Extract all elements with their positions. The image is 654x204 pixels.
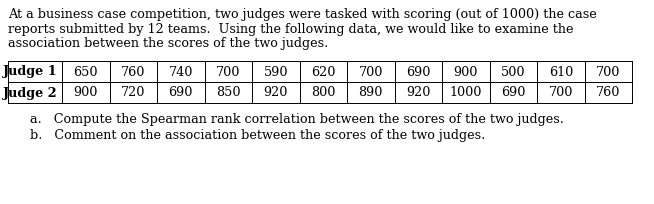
Text: Judge 2: Judge 2: [3, 86, 58, 99]
Text: reports submitted by 12 teams.  Using the following data, we would like to exami: reports submitted by 12 teams. Using the…: [8, 22, 574, 35]
Text: 590: 590: [264, 65, 288, 78]
Text: 850: 850: [216, 86, 241, 99]
Text: 900: 900: [454, 65, 478, 78]
Text: 920: 920: [264, 86, 288, 99]
Text: 500: 500: [501, 65, 526, 78]
Text: 700: 700: [216, 65, 241, 78]
Text: 700: 700: [358, 65, 383, 78]
Text: 760: 760: [596, 86, 621, 99]
Text: association between the scores of the two judges.: association between the scores of the tw…: [8, 37, 328, 50]
Text: 740: 740: [169, 65, 193, 78]
Text: 760: 760: [121, 65, 145, 78]
Text: 890: 890: [358, 86, 383, 99]
Text: 700: 700: [549, 86, 573, 99]
Text: a.   Compute the Spearman rank correlation between the scores of the two judges.: a. Compute the Spearman rank correlation…: [30, 113, 564, 126]
Text: 690: 690: [406, 65, 430, 78]
Text: At a business case competition, two judges were tasked with scoring (out of 1000: At a business case competition, two judg…: [8, 8, 596, 21]
Text: 650: 650: [73, 65, 98, 78]
Text: 1000: 1000: [449, 86, 482, 99]
Text: 700: 700: [596, 65, 621, 78]
Text: Judge 1: Judge 1: [3, 65, 58, 78]
Text: 900: 900: [73, 86, 98, 99]
Text: 690: 690: [501, 86, 525, 99]
Text: 800: 800: [311, 86, 336, 99]
Text: 610: 610: [549, 65, 573, 78]
Text: 920: 920: [406, 86, 430, 99]
Text: 690: 690: [169, 86, 193, 99]
Text: 720: 720: [121, 86, 145, 99]
Text: 620: 620: [311, 65, 336, 78]
Text: b.   Comment on the association between the scores of the two judges.: b. Comment on the association between th…: [30, 128, 485, 141]
